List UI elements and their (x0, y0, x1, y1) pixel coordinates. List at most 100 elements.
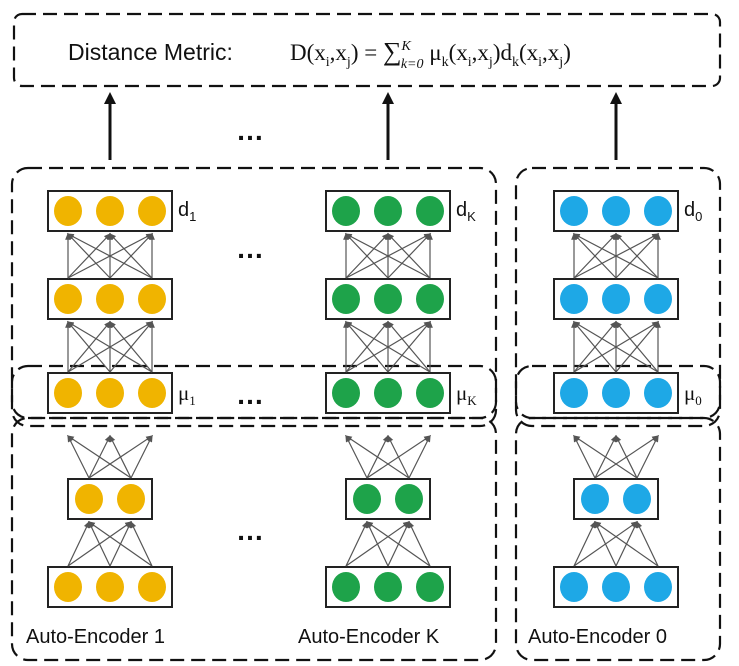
decoder-lower-connection (345, 320, 389, 373)
encoder-upper-connection (573, 434, 596, 479)
auto-encoder-1-label: Auto-Encoder 1 (26, 626, 165, 648)
decoder-upper-connection (615, 232, 659, 279)
neuron (374, 284, 402, 314)
encoder-lower-connection (67, 520, 90, 567)
decoder-lower-connection (66, 321, 153, 373)
neuron (138, 196, 166, 226)
neuron (138, 572, 166, 602)
encoder-upper-connection (408, 434, 431, 479)
neuron (644, 196, 672, 226)
neuron (560, 572, 588, 602)
neuron (644, 284, 672, 314)
mu0-label: μ0 (684, 381, 702, 408)
distance-metric-box (12, 12, 722, 88)
dk-label: dK (456, 199, 476, 224)
encoder-lower-connection (593, 521, 659, 567)
auto-encoder-k-label: Auto-Encoder K (298, 626, 440, 648)
encoder-lower-connection (408, 520, 431, 567)
neuron (374, 572, 402, 602)
neuron (54, 378, 82, 408)
mu1-label: μ1 (178, 381, 196, 408)
neuron (560, 284, 588, 314)
auto-encoder-1 (47, 190, 173, 608)
encoder-lower-connection (88, 520, 111, 567)
encoder-upper-connection (344, 435, 410, 479)
muk-label: μK (456, 381, 477, 408)
neuron (581, 484, 609, 514)
neuron (395, 484, 423, 514)
neuron (374, 378, 402, 408)
encoder-upper-connection (66, 435, 132, 479)
neuron (96, 378, 124, 408)
distance-metric-label: Distance Metric: (68, 39, 233, 65)
encoder-upper-connection (345, 434, 368, 479)
encoder-lower-connection (345, 520, 368, 567)
encoder-upper-connection (615, 434, 638, 479)
neuron (138, 284, 166, 314)
decoder-group-1-k (10, 166, 498, 420)
neuron (644, 572, 672, 602)
auto-encoder-0-label: Auto-Encoder 0 (528, 626, 667, 648)
neuron (416, 196, 444, 226)
encoder-lower-connection (87, 521, 153, 567)
decoder-upper-connection (67, 232, 111, 279)
decoder-upper-connection (344, 233, 431, 279)
neuron (332, 378, 360, 408)
neuron (75, 484, 103, 514)
decoder-upper-connection (387, 232, 431, 279)
decoder-lower-connection (572, 321, 659, 373)
distance-metric-formula: D(xi,xj) = ∑K k=0 μk(xi,xj)dk(xi,xj) (290, 37, 571, 72)
encoder-upper-connection (636, 434, 659, 479)
code-group-0 (514, 364, 722, 428)
auto-encoder-0 (553, 190, 679, 608)
ellipsis-hidden-layer: … (236, 515, 264, 546)
decoder-upper-connection (345, 232, 389, 279)
encoder-lower-connection (130, 520, 153, 567)
neuron (96, 572, 124, 602)
neuron (54, 284, 82, 314)
neuron (332, 196, 360, 226)
encoder-upper-connection (130, 434, 153, 479)
decoder-lower-connection (67, 320, 111, 373)
encoder-upper-connection (387, 434, 410, 479)
neuron (644, 378, 672, 408)
neuron (332, 572, 360, 602)
ellipsis-mu-layer: … (236, 379, 264, 410)
encoder-upper-connection (109, 434, 132, 479)
encoder-lower-connection (366, 520, 389, 567)
neuron (353, 484, 381, 514)
decoder-lower-connection (573, 320, 617, 373)
encoder-lower-connection (365, 521, 431, 567)
neuron (560, 378, 588, 408)
auto-encoder-k (325, 190, 451, 608)
neuron (602, 284, 630, 314)
neuron (560, 196, 588, 226)
neuron (54, 196, 82, 226)
neuron (96, 284, 124, 314)
decoder-lower-connection (387, 320, 431, 373)
code-group-1-k (10, 364, 498, 428)
encoder-lower-connection (594, 520, 617, 567)
decoder-upper-connection (573, 232, 617, 279)
neuron (602, 378, 630, 408)
encoder-lower-connection (636, 520, 659, 567)
neuron (416, 284, 444, 314)
decoder-lower-connection (109, 320, 153, 373)
neuron (602, 196, 630, 226)
decoder-lower-connection (344, 321, 431, 373)
neuron (416, 572, 444, 602)
d1-label: d1 (178, 199, 196, 224)
ellipsis-top: … (236, 115, 264, 146)
neuron (96, 196, 124, 226)
decoder-lower-connection (615, 320, 659, 373)
neuron (374, 196, 402, 226)
encoder-group-1-k (10, 416, 498, 662)
neuron (138, 378, 166, 408)
decoder-upper-connection (572, 233, 659, 279)
encoder-upper-connection (67, 434, 90, 479)
encoder-group-0 (514, 416, 722, 662)
encoder-upper-connection (572, 435, 638, 479)
neuron (602, 572, 630, 602)
encoder-lower-connection (573, 520, 596, 567)
